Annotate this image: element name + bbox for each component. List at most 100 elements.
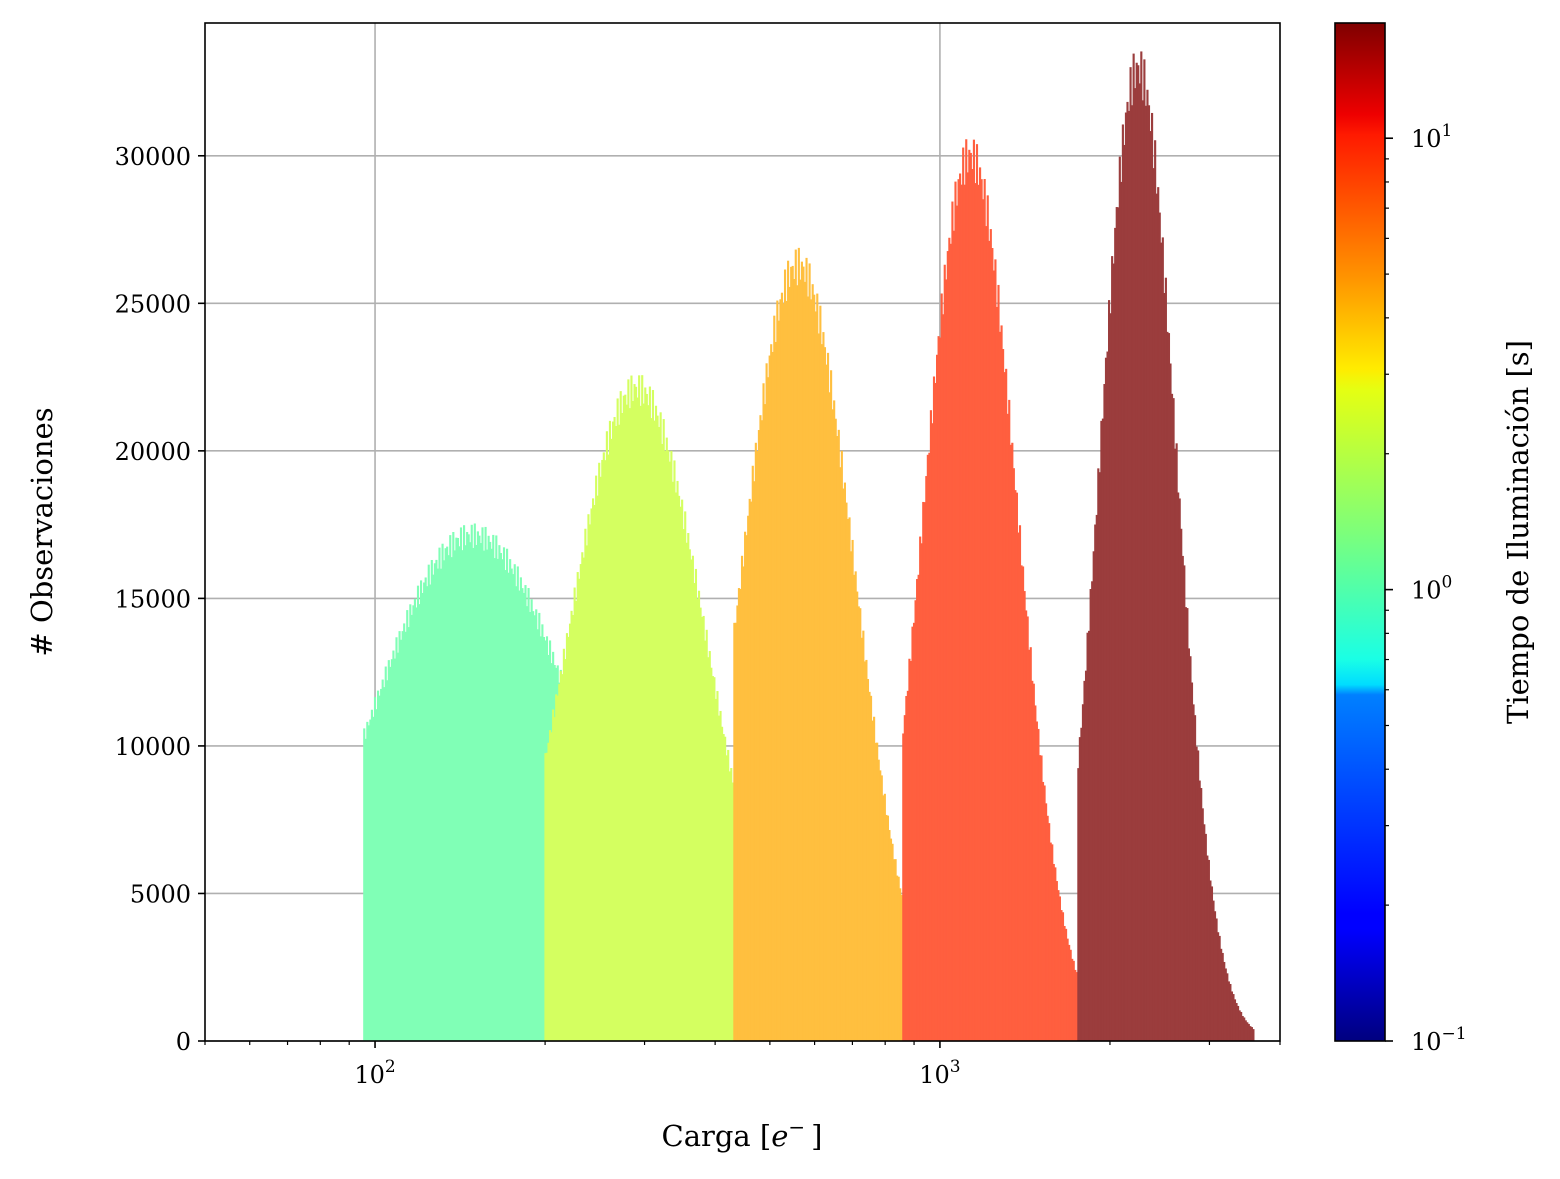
histogram-bar [667,450,670,1041]
histogram-bar [369,719,372,1041]
histogram-bar [1034,705,1037,1041]
histogram-bar [888,830,891,1041]
histogram-bar [807,296,810,1041]
histogram-bar [945,279,948,1041]
histogram-bar [1201,808,1204,1041]
histogram-bar [1054,867,1057,1041]
histogram-bar [582,557,585,1041]
histogram-bar [607,454,610,1041]
histogram-bar [952,230,956,1041]
histogram-bar [1237,1005,1240,1041]
histogram-bar [627,379,630,1041]
histogram-bar [862,630,865,1041]
histogram-bar [429,584,432,1041]
histogram-bar [1151,112,1154,1041]
histogram-bar [659,412,662,1041]
histogram-bar [495,535,498,1041]
histogram-bar [624,394,627,1041]
histogram-bar [1244,1020,1247,1041]
histogram-bar [525,606,529,1041]
histogram-bar [871,720,874,1041]
histogram-bar [800,261,803,1041]
histogram-bar [604,460,607,1041]
histogram-bar [848,517,851,1041]
histogram-bar [625,404,628,1041]
histogram-bar [906,690,909,1041]
histogram-bar [545,752,549,1041]
histogram-bar [754,442,757,1041]
histogram-bar [983,179,986,1041]
y-tick-label: 30000 [115,143,191,171]
histogram-bar [479,543,483,1041]
histogram-bar [856,591,859,1041]
histogram-bar [1037,728,1040,1041]
y-axis-title: # Observaciones [25,407,59,656]
histogram-bar [1143,59,1146,1041]
histogram-bar [579,564,582,1041]
histogram-bar [819,305,822,1041]
histogram-bar [1094,524,1097,1041]
histogram-bar [406,610,409,1041]
histogram-bar [565,633,569,1041]
histogram-bar [590,508,593,1041]
histogram-bar [823,347,827,1041]
histogram-bar [671,481,674,1041]
histogram-bar [593,504,596,1041]
histogram-bar [559,671,562,1041]
histogram-bar [931,423,934,1041]
histogram-bar [1127,110,1131,1041]
histogram-bar [971,169,974,1041]
histogram-bar [1074,969,1077,1041]
histogram-bar [1197,750,1200,1041]
histogram-bar [378,695,381,1041]
histogram-bar [1046,815,1049,1041]
histogram-bar [1108,300,1111,1041]
histogram-bar [903,715,906,1041]
histogram-bar [575,600,578,1041]
histogram-bar [716,691,719,1041]
histogram-bar [1181,555,1184,1041]
histogram-bar [492,534,495,1041]
y-tick-label: 15000 [115,585,191,613]
histogram-bar [873,716,876,1041]
histogram-bar [631,400,635,1041]
histogram-bar [401,631,404,1041]
histogram-bar [516,566,519,1041]
histogram-bar [914,600,917,1041]
histogram-bar [1072,960,1075,1041]
histogram-bar [1184,607,1187,1041]
histogram-bar [407,627,410,1041]
histogram-bar [1114,227,1117,1041]
histogram-bar [618,424,621,1041]
histogram-bar [644,387,647,1041]
histogram-bar [1035,721,1038,1041]
histogram-bar [486,549,489,1041]
histogram-bar [1195,746,1198,1041]
histogram-bar [1180,528,1183,1041]
histogram-bar [670,450,673,1041]
histogram-bar [774,341,777,1041]
histogram-bar [519,577,522,1041]
histogram-bar [894,859,897,1041]
histogram-bar [1213,911,1217,1041]
histogram-bar [610,438,613,1041]
histogram-bar [1023,591,1026,1041]
histogram-bar [1124,112,1128,1041]
histogram-bar [496,558,499,1041]
histogram-bar [820,344,823,1041]
histogram-bar [843,482,846,1041]
histogram-bar [490,548,493,1041]
histogram-bar [1158,212,1161,1041]
histogram-bar [1051,844,1054,1041]
histogram-bar [943,264,946,1041]
histogram-bar [392,650,395,1041]
histogram-bar [783,269,787,1041]
histogram-bar [633,384,636,1041]
histogram-bar [1043,785,1046,1041]
histogram-bar [1129,67,1132,1041]
histogram-bar [553,717,556,1041]
histogram-bar [678,495,681,1041]
histogram-bar [1246,1022,1249,1041]
histogram-bar [719,710,722,1041]
histogram-bar [963,184,966,1041]
